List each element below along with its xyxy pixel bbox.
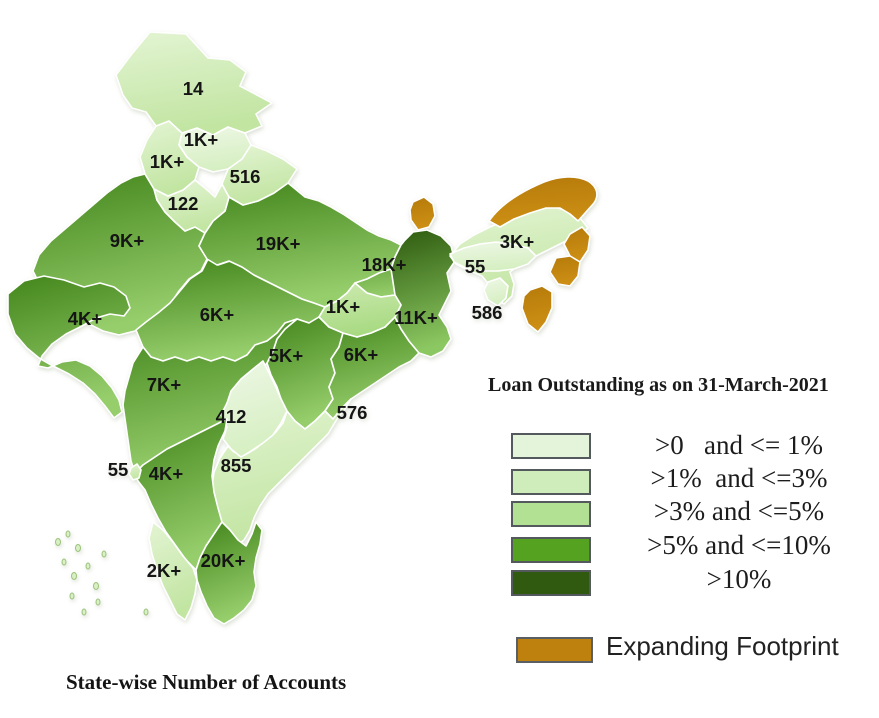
state-jharkhand xyxy=(318,282,402,338)
label-uttar-pradesh: 19K+ xyxy=(256,233,301,254)
state-tripura xyxy=(483,277,509,307)
label-east-coast: 576 xyxy=(337,402,368,423)
island-dot xyxy=(101,550,107,558)
state-gujarat xyxy=(7,275,131,419)
legend-swatch-1-3pct xyxy=(511,469,591,495)
legend-swatch-gt10pct xyxy=(511,570,591,596)
state-goa xyxy=(128,463,142,481)
legend-item-label-1-3pct: >1% and <=3% xyxy=(650,463,828,493)
state-kerala xyxy=(148,521,198,621)
label-jammu-kashmir: 14 xyxy=(183,78,204,99)
label-west-bengal: 11K+ xyxy=(394,307,438,328)
label-andhra-pradesh: 855 xyxy=(221,455,252,476)
island-dot xyxy=(93,582,99,590)
state-west-bengal xyxy=(390,229,456,358)
label-odisha: 6K+ xyxy=(344,344,379,365)
legend-item-label-gt10pct: >10% xyxy=(706,564,772,594)
island-dot xyxy=(81,608,87,616)
state-telangana xyxy=(220,360,288,458)
island-dot xyxy=(75,544,81,552)
state-karnataka xyxy=(134,418,228,571)
state-arunachal-pradesh xyxy=(488,176,598,228)
legend-title: Loan Outstanding as on 31-March-2021 xyxy=(488,374,829,396)
label-tamil-nadu: 20K+ xyxy=(201,550,246,571)
label-jharkhand: 1K+ xyxy=(326,296,361,317)
legend-swatch-5-10pct xyxy=(511,537,591,563)
label-tripura: 586 xyxy=(472,302,503,323)
island-dot xyxy=(95,598,101,606)
state-value-labels: 14 1K+ 1K+ 516 122 9K+ 19K+ 18K+ 3K+ 55 … xyxy=(68,78,535,581)
label-assam: 3K+ xyxy=(500,231,535,252)
label-goa: 55 xyxy=(108,459,129,480)
state-sikkim xyxy=(409,196,436,231)
label-rajasthan: 9K+ xyxy=(110,230,145,251)
state-manipur xyxy=(549,255,581,287)
state-nagaland xyxy=(563,226,591,263)
island-dot xyxy=(85,562,91,570)
label-telangana: 412 xyxy=(216,406,247,427)
label-himachal-pradesh: 1K+ xyxy=(184,129,219,150)
label-punjab: 1K+ xyxy=(150,151,185,172)
lakshadweep-islands xyxy=(55,530,149,616)
label-madhya-pradesh: 6K+ xyxy=(200,304,235,325)
label-karnataka: 4K+ xyxy=(149,463,184,484)
expanding-footprint-swatch xyxy=(516,637,593,663)
label-chhattisgarh: 5K+ xyxy=(269,345,304,366)
label-uttarakhand: 516 xyxy=(230,166,261,187)
legend-item-label-5-10pct: >5% and <=10% xyxy=(647,530,831,560)
label-meghalaya: 55 xyxy=(465,256,486,277)
legend-item-label-3-5pct: >3% and <=5% xyxy=(653,496,825,526)
island-dot xyxy=(61,558,67,566)
legend-swatch-3-5pct xyxy=(511,501,591,527)
island-dot xyxy=(71,572,77,580)
label-haryana: 122 xyxy=(168,193,199,214)
island-dot xyxy=(65,530,71,538)
state-jammu-kashmir xyxy=(115,31,273,136)
legend-item-label-0-1pct: >0 and <= 1% xyxy=(655,430,823,460)
legend-swatch-0-1pct xyxy=(511,433,591,459)
expanding-footprint-label: Expanding Footprint xyxy=(606,631,839,661)
state-mizoram xyxy=(521,285,553,333)
label-bihar: 18K+ xyxy=(362,254,407,275)
label-gujarat: 4K+ xyxy=(68,308,103,329)
island-dot xyxy=(69,592,75,600)
label-kerala: 2K+ xyxy=(147,560,182,581)
state-tamil-nadu xyxy=(195,521,263,625)
island-dot xyxy=(55,538,61,546)
label-maharashtra: 7K+ xyxy=(147,374,182,395)
island-dot xyxy=(143,608,149,616)
state-meghalaya xyxy=(449,241,537,272)
map-caption: State-wise Number of Accounts xyxy=(66,670,347,694)
